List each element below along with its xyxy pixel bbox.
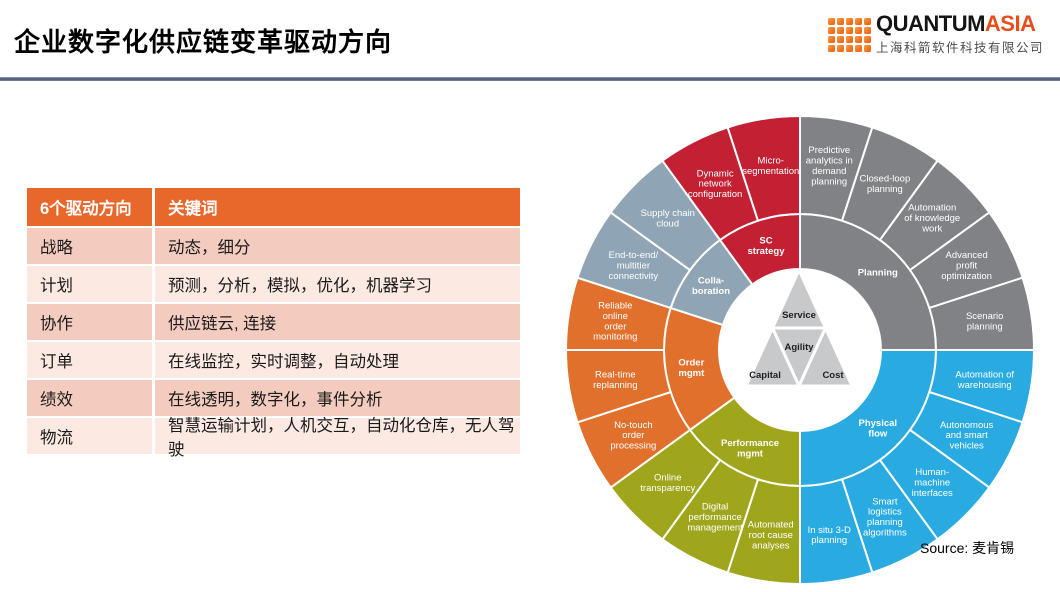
cell-direction: 协作: [27, 304, 152, 340]
cell-direction: 物流: [27, 418, 152, 454]
wheel-segment-label-predictive-analytics-in-demand-planning: Predictive analytics in demand planning: [806, 145, 853, 187]
page-title: 企业数字化供应链变革驱动方向: [14, 27, 393, 57]
wheel-segment-label-automated-root-cause-analyses: Automated root cause analyses: [748, 520, 794, 552]
wheel-segment-label-smart-logistics-planning-algorithms: Smart logistics planning algorithms: [863, 496, 907, 538]
wheel-segment-label-autonomous-and-smart-vehicles: Autonomous and smart vehicles: [940, 420, 994, 452]
cell-keywords: 在线监控，实时调整，自动处理: [155, 342, 520, 378]
table-row: 计划 预测，分析，模拟，优化，机器学习: [27, 266, 520, 302]
wheel-segment-label-end-to-end-multitier-connectivity: End-to-end/multitier connectivity: [609, 250, 659, 282]
triangle-label-capital: Capital: [749, 370, 781, 381]
wheel-segment-label-human-machine-interfaces: Human-machine interfaces: [912, 467, 953, 499]
cell-keywords: 动态，细分: [155, 228, 520, 264]
table-header-keywords: 关键词: [155, 188, 520, 226]
wheel-segment-micro-segmentation: [726, 114, 801, 222]
wheel-segment-label-supply-chain-cloud: Supply chain cloud: [641, 208, 695, 229]
wheel-segment-label-online-transparency: Online transparency: [640, 472, 695, 493]
wheel-segment-label-no-touch-order-processing: No-touch order processing: [610, 420, 656, 452]
wheel-segment-label-dynamic-network-configuration: Dynamic network configuration: [688, 168, 742, 200]
cell-keywords: 供应链云, 连接: [155, 304, 520, 340]
wheel-segment-label-closed-loop-planning: Closed-loop planning: [860, 173, 911, 194]
table-header-row: 6个驱动方向 关键词: [27, 188, 520, 226]
wheel-group-label-collaboration: Colla-boration: [692, 275, 730, 296]
drivers-table: 6个驱动方向 关键词 战略 动态，细分 计划 预测，分析，模拟，优化，机器学习 …: [27, 188, 520, 459]
wheel-segment-label-automation-of-warehousing: Automation of warehousing: [955, 369, 1014, 390]
wheel-segment-label-real-time-replanning: Real-time replanning: [593, 369, 637, 390]
wheel-segment-label-in-situ-3-d-planning: In situ 3-D planning: [808, 525, 851, 546]
wheel-segment-label-advanced-profit-optimization: Advanced profit optimization: [941, 250, 992, 282]
wheel-group-label-order-mgmt: Order mgmt: [678, 357, 705, 378]
triangle-bottom-left: [744, 326, 801, 388]
triangle-label-agility: Agility: [784, 342, 814, 353]
wheel-segment-label-scenario-planning: Scenario planning: [966, 311, 1004, 332]
wheel-segment-label-reliable-online-order-monitoring: Reliable online order monitoring: [593, 300, 637, 342]
table-header-direction: 6个驱动方向: [27, 188, 152, 226]
triangle-bottom-right: [797, 326, 854, 388]
logo-brand-orange: ASIA: [984, 11, 1036, 36]
triangle-label-service: Service: [782, 310, 816, 321]
logo-mark-icon: [827, 17, 871, 52]
logo-brand: QUANTUMASIA: [876, 13, 1044, 35]
wheel-group-label-sc-strategy: SC strategy: [748, 235, 786, 256]
wheel-segment-label-micro-segmentation: Micro-segmentation: [742, 155, 799, 176]
wheel-group-label-physical-flow: Physical flow: [859, 418, 898, 439]
table-row: 绩效 在线透明，数字化，事件分析: [27, 380, 520, 416]
company-logo: QUANTUMASIA 上海科箭软件科技有限公司: [827, 13, 1044, 56]
wheel-segment-label-automation-of-knowledge-work: Automation of knowledge work: [904, 203, 960, 235]
center-triangle: Service Agility Capital Cost: [719, 268, 881, 431]
wheel-group-label-performance-mgmt: Performance mgmt: [721, 438, 779, 459]
cell-keywords: 在线透明，数字化，事件分析: [155, 380, 520, 416]
cell-keywords: 智慧运输计划，人机交互，自动化仓库，无人驾驶: [155, 417, 520, 459]
table-row: 物流 智慧运输计划，人机交互，自动化仓库，无人驾驶: [27, 417, 520, 459]
cell-keywords: 预测，分析，模拟，优化，机器学习: [155, 266, 520, 302]
cell-direction: 订单: [27, 342, 152, 378]
table-row: 战略 动态，细分: [27, 228, 520, 264]
title-divider: [0, 77, 1060, 81]
logo-company-name: 上海科箭软件科技有限公司: [875, 41, 1044, 55]
table-row: 协作 供应链云, 连接: [27, 304, 520, 340]
table-row: 订单 在线监控，实时调整，自动处理: [27, 342, 520, 378]
cell-direction: 绩效: [27, 380, 152, 416]
wheel-segment-label-digital-performance-management: Digital performance management: [687, 501, 743, 533]
cell-direction: 战略: [27, 228, 152, 264]
wheel-group-label-planning: Planning: [858, 268, 898, 279]
logo-brand-black: QUANTUM: [875, 11, 985, 36]
supply-chain-wheel-diagram: Predictive analytics in demand planning Clos…: [564, 114, 1036, 586]
cell-direction: 计划: [27, 266, 152, 302]
source-label: Source: 麦肯锡: [920, 540, 1015, 556]
logo-text: QUANTUMASIA 上海科箭软件科技有限公司: [876, 13, 1044, 56]
triangle-label-cost: Cost: [822, 370, 844, 381]
